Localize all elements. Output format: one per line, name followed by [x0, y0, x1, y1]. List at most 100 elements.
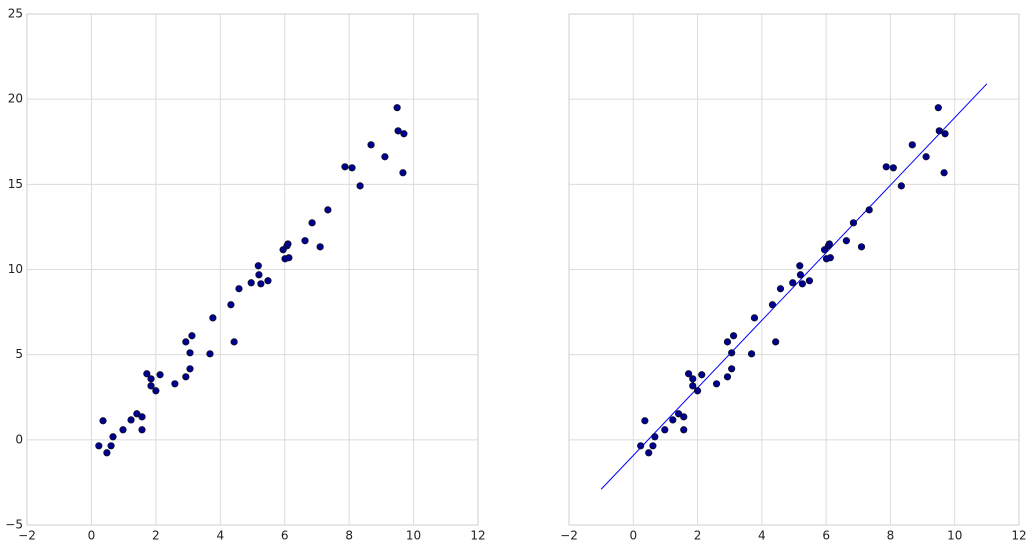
- scatter-point: [698, 371, 706, 379]
- scatter-point: [230, 338, 238, 346]
- scatter-point: [367, 141, 375, 149]
- scatter-point: [127, 416, 135, 424]
- scatter-point: [776, 285, 785, 293]
- scatter-point: [182, 373, 190, 381]
- scatter-point: [842, 237, 850, 245]
- scatter-point: [399, 169, 407, 177]
- scatter-point: [680, 426, 688, 434]
- scatter-point: [768, 301, 777, 309]
- scatter-point: [235, 285, 243, 293]
- scatter-point: [247, 279, 255, 287]
- x-tick-label: −2: [18, 529, 36, 543]
- y-tick-label: 5: [15, 347, 23, 361]
- scatter-point: [712, 380, 721, 388]
- scatter-point: [119, 426, 127, 434]
- scatter-point: [186, 365, 194, 373]
- scatter-point: [285, 254, 293, 262]
- scatter-point: [254, 262, 262, 270]
- x-tick-label: 4: [216, 529, 224, 543]
- scatter-point: [649, 442, 657, 450]
- scatter-point: [684, 370, 693, 378]
- scatter-point: [908, 141, 916, 149]
- scatter-point: [152, 387, 160, 395]
- x-tick-label: 6: [822, 529, 830, 543]
- scatter-point: [941, 130, 949, 138]
- scatter-point: [645, 449, 653, 457]
- scatter-point: [324, 206, 332, 214]
- scatter-point: [637, 442, 645, 450]
- scatter-point: [156, 371, 164, 379]
- x-tick-label: 2: [694, 529, 702, 543]
- scatter-point: [865, 206, 873, 214]
- scatter-point: [798, 280, 806, 288]
- x-tick-label: 10: [947, 529, 962, 543]
- y-tick-label: 25: [8, 7, 23, 21]
- scatter-point: [264, 277, 272, 285]
- scatter-point: [147, 382, 155, 390]
- scatter-point: [723, 373, 732, 381]
- x-tick-label: 8: [345, 529, 353, 543]
- scatter-point: [138, 413, 146, 421]
- scatter-point: [301, 237, 309, 245]
- scatter-point: [107, 442, 115, 450]
- scatter-point: [284, 240, 292, 248]
- scatter-point: [825, 240, 833, 248]
- scatter-point: [308, 219, 316, 227]
- scatter-point: [772, 338, 780, 346]
- scatter-point: [393, 104, 401, 112]
- x-tick-label: 6: [281, 529, 289, 543]
- x-tick-label: 12: [1011, 529, 1026, 543]
- scatter-point: [171, 380, 179, 388]
- scatter-point: [186, 349, 194, 357]
- y-tick-label: 15: [8, 177, 23, 191]
- y-tick-label: 0: [15, 432, 23, 446]
- scatter-point: [922, 153, 930, 161]
- x-tick-label: 0: [629, 529, 637, 543]
- scatter-point: [143, 370, 151, 378]
- x-tick-label: 12: [470, 529, 485, 543]
- scatter-point: [889, 164, 897, 172]
- scatter-point: [182, 338, 190, 346]
- scatter-point: [796, 271, 805, 279]
- scatter-point: [255, 271, 263, 279]
- y-tick-label: 10: [8, 262, 23, 276]
- scatter-point: [381, 153, 389, 161]
- scatter-point: [728, 365, 736, 373]
- scatter-point: [206, 350, 214, 358]
- scatter-point: [723, 338, 732, 346]
- fit-line: [600, 83, 988, 490]
- scatter-point: [669, 416, 677, 424]
- scatter-point: [689, 375, 697, 383]
- scatter-point: [693, 387, 702, 395]
- scatter-point: [849, 219, 858, 227]
- x-tick-label: 4: [758, 529, 766, 543]
- scatter-point: [729, 332, 738, 340]
- scatter-point: [641, 417, 649, 425]
- scatter-point: [857, 243, 866, 251]
- scatter-point: [826, 254, 834, 262]
- scatter-point: [651, 433, 659, 441]
- scatter-point: [257, 280, 265, 288]
- scatter-point: [935, 127, 943, 135]
- scatter-point: [805, 277, 814, 285]
- x-tick-label: 2: [152, 529, 160, 543]
- scatter-point: [934, 104, 942, 112]
- y-tick-label: −5: [5, 518, 23, 532]
- scatter-point: [689, 382, 697, 390]
- scatter-point: [103, 449, 111, 457]
- scatter-point: [796, 262, 804, 270]
- scatter-point: [680, 413, 688, 421]
- x-tick-label: 8: [887, 529, 895, 543]
- scatter-point: [109, 433, 117, 441]
- scatter-point: [138, 426, 146, 434]
- y-tick-label: 20: [8, 92, 23, 106]
- scatter-point: [400, 130, 408, 138]
- scatter-point: [227, 301, 235, 309]
- scatter-point: [341, 163, 349, 171]
- scatter-point: [95, 442, 103, 450]
- scatter-point: [394, 127, 402, 135]
- scatter-point: [747, 350, 756, 358]
- scatter-point: [789, 279, 797, 287]
- scatter-point: [348, 164, 356, 172]
